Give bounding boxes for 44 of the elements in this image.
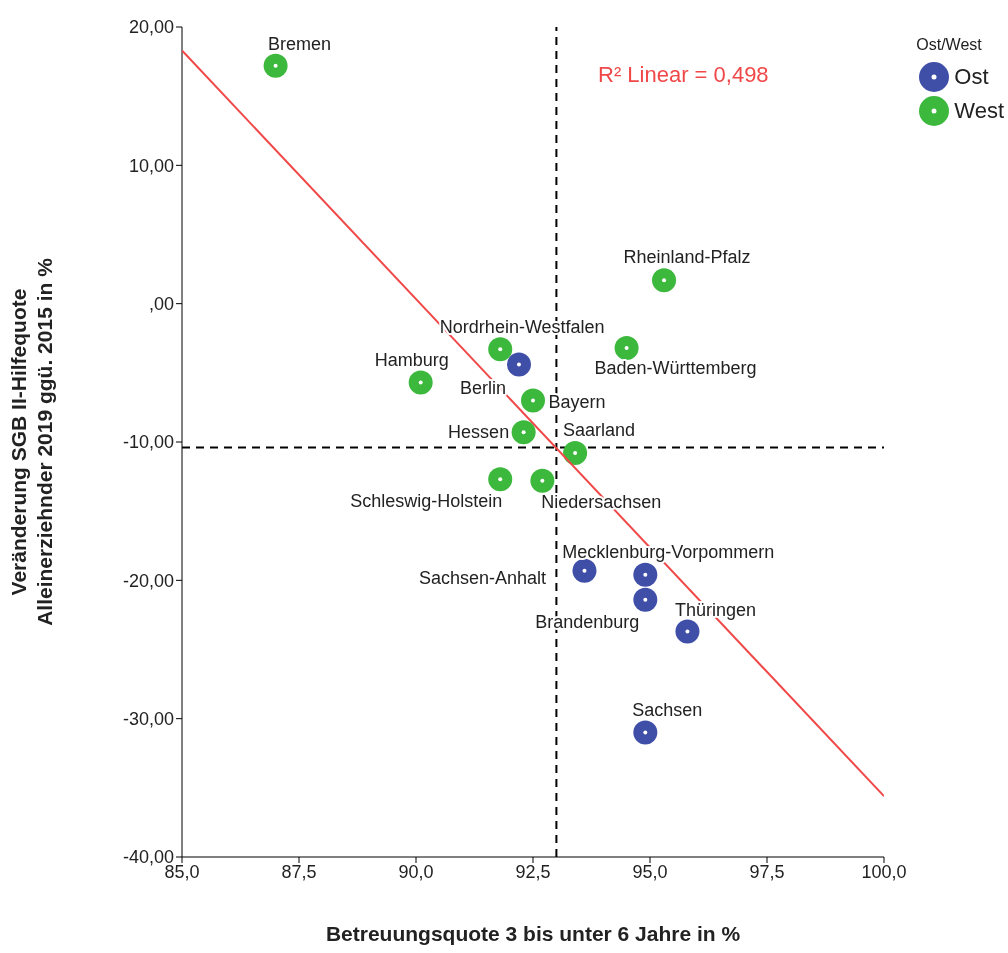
point <box>263 53 288 78</box>
annotation: Bremen <box>268 33 332 54</box>
annotation: Saarland <box>563 420 636 441</box>
annotation: Rheinland-Pfalz <box>623 247 751 268</box>
x-tick-label: 95,0 <box>632 861 668 882</box>
point <box>633 720 658 745</box>
x-tick-label: 87,5 <box>281 861 317 882</box>
point <box>563 441 588 466</box>
annotation: Bayern <box>548 391 606 412</box>
x-tick-label: 100,0 <box>861 861 907 882</box>
y-axis-title: Veränderung SGB II-Hilfequote Alleinerziehnder 2019 ggü. 2015 in % <box>7 257 56 626</box>
x-tick-label: 97,5 <box>749 861 785 882</box>
y-tick-label: -20,00 <box>122 570 174 591</box>
point <box>506 352 531 377</box>
x-axis-title: Betreuungsquote 3 bis unter 6 Jahre in % <box>325 922 741 945</box>
x-tick-label: 92,5 <box>515 861 551 882</box>
annotation: Baden-Württemberg <box>594 357 757 378</box>
y-tick-label: -30,00 <box>122 709 174 730</box>
point <box>511 420 536 445</box>
legend-label: West <box>954 98 1004 124</box>
point <box>675 619 700 644</box>
point <box>488 337 513 362</box>
point <box>633 562 658 587</box>
legend-title: Ost/West <box>916 36 983 54</box>
point <box>652 268 677 293</box>
point <box>530 468 555 493</box>
legend-label: Ost <box>954 64 989 90</box>
annotation: Hessen <box>448 422 510 443</box>
annotation: Sachsen <box>632 699 703 720</box>
y-tick-label: -10,00 <box>122 432 174 453</box>
point <box>614 335 639 360</box>
point <box>408 370 433 395</box>
y-tick-label: 20,00 <box>128 17 174 38</box>
point <box>633 587 658 612</box>
x-tick-label: 90,0 <box>398 861 434 882</box>
annotation: Hamburg <box>374 349 449 370</box>
point <box>521 388 545 413</box>
annotation: R² Linear = 0,498 <box>598 62 769 88</box>
point <box>488 467 513 492</box>
y-tick-label: ,00 <box>148 294 174 315</box>
annotation: Schleswig-Holstein <box>350 491 503 512</box>
annotation: Sachsen-Anhalt <box>418 567 547 588</box>
y-tick-label: 10,00 <box>128 155 174 176</box>
annotation: Brandenburg <box>535 611 640 632</box>
